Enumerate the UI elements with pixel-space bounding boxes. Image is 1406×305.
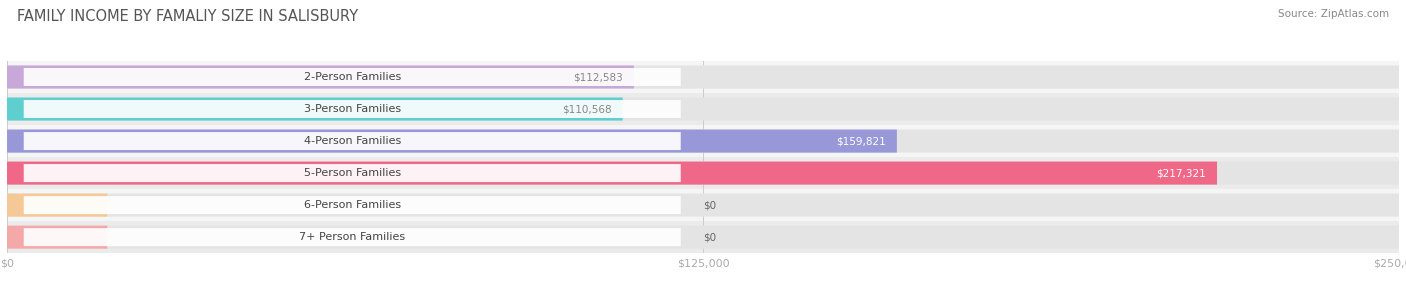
Bar: [7, 61, 1399, 93]
FancyBboxPatch shape: [24, 164, 681, 182]
Text: 3-Person Families: 3-Person Families: [304, 104, 401, 114]
FancyBboxPatch shape: [24, 228, 681, 246]
FancyBboxPatch shape: [7, 226, 1399, 249]
Text: FAMILY INCOME BY FAMALIY SIZE IN SALISBURY: FAMILY INCOME BY FAMALIY SIZE IN SALISBU…: [17, 9, 359, 24]
FancyBboxPatch shape: [7, 194, 1399, 217]
FancyBboxPatch shape: [7, 66, 634, 88]
FancyBboxPatch shape: [7, 130, 1399, 152]
FancyBboxPatch shape: [7, 98, 623, 120]
FancyBboxPatch shape: [24, 68, 681, 86]
Text: Source: ZipAtlas.com: Source: ZipAtlas.com: [1278, 9, 1389, 19]
Text: 2-Person Families: 2-Person Families: [304, 72, 401, 82]
FancyBboxPatch shape: [24, 132, 681, 150]
Bar: [7, 93, 1399, 125]
Text: 4-Person Families: 4-Person Families: [304, 136, 401, 146]
FancyBboxPatch shape: [7, 162, 1399, 185]
Text: 7+ Person Families: 7+ Person Families: [299, 232, 405, 242]
FancyBboxPatch shape: [7, 130, 897, 152]
Text: $110,568: $110,568: [562, 104, 612, 114]
Bar: [7, 189, 1399, 221]
FancyBboxPatch shape: [7, 66, 1399, 88]
FancyBboxPatch shape: [24, 100, 681, 118]
Text: $159,821: $159,821: [837, 136, 886, 146]
Text: $217,321: $217,321: [1156, 168, 1206, 178]
Text: $0: $0: [703, 200, 716, 210]
Bar: [7, 221, 1399, 253]
FancyBboxPatch shape: [7, 162, 1218, 185]
Bar: [7, 157, 1399, 189]
FancyBboxPatch shape: [7, 226, 107, 249]
FancyBboxPatch shape: [7, 194, 107, 217]
FancyBboxPatch shape: [24, 196, 681, 214]
Text: $112,583: $112,583: [574, 72, 623, 82]
Text: 6-Person Families: 6-Person Families: [304, 200, 401, 210]
Text: $0: $0: [703, 232, 716, 242]
Bar: [7, 125, 1399, 157]
FancyBboxPatch shape: [7, 98, 1399, 120]
Text: 5-Person Families: 5-Person Families: [304, 168, 401, 178]
